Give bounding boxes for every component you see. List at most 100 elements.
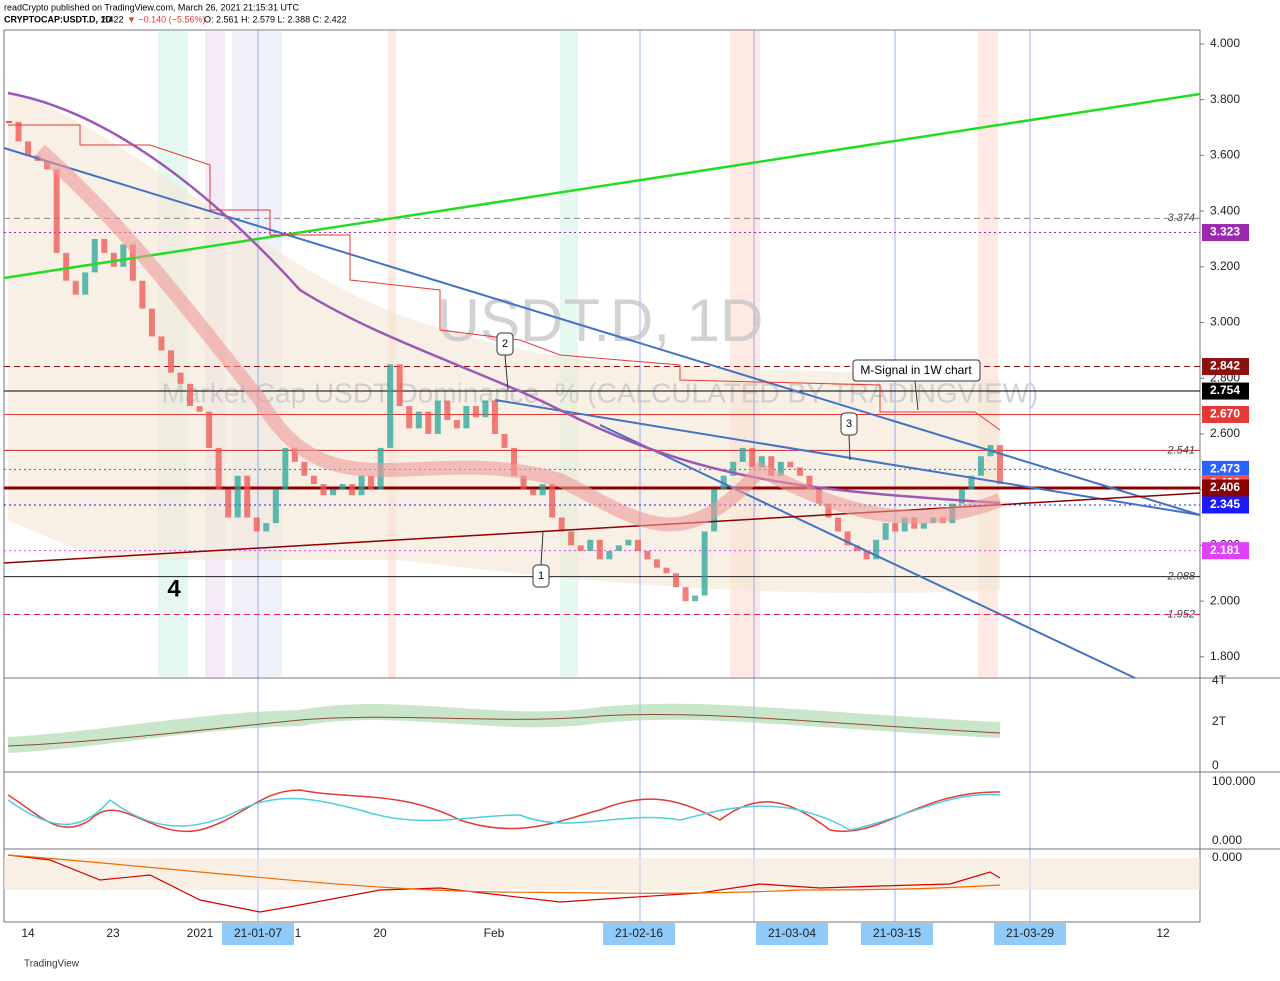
x-tick-label: 14 xyxy=(21,926,35,940)
annotation: 1 xyxy=(538,570,544,582)
candle-body xyxy=(653,559,660,568)
candle-body xyxy=(768,456,775,476)
candle-body xyxy=(920,523,927,529)
price-tag xyxy=(1202,224,1249,242)
candle-body xyxy=(291,447,298,462)
y-tick-label: 3.800 xyxy=(1210,92,1240,106)
price-tag xyxy=(1202,542,1249,560)
candle-body xyxy=(425,411,432,434)
candle-body xyxy=(549,484,556,518)
candle-body xyxy=(196,406,203,412)
candle-body xyxy=(501,433,508,448)
price-tag xyxy=(1202,358,1249,376)
candle-body xyxy=(387,364,394,448)
candle-body xyxy=(615,545,622,551)
candle-body xyxy=(72,280,79,295)
candle-body xyxy=(463,406,470,429)
candle-body xyxy=(520,475,527,490)
y-tick-label: 3.600 xyxy=(1210,148,1240,162)
panel-tick-label: 0 xyxy=(1212,758,1219,772)
candle-body xyxy=(6,120,12,123)
price-level-label: 3.374 xyxy=(1167,212,1195,224)
candle-body xyxy=(415,411,422,429)
candle-body xyxy=(25,141,32,156)
frame xyxy=(3,29,1280,923)
callouts xyxy=(496,332,981,588)
candle-body xyxy=(234,475,241,518)
candle-body xyxy=(263,523,270,532)
candle-body xyxy=(187,383,194,407)
candle-body xyxy=(320,484,327,496)
candle-body xyxy=(625,539,632,546)
candle-body xyxy=(82,272,89,295)
candle-body xyxy=(472,406,479,418)
x-tick-label: Feb xyxy=(484,926,505,940)
y-tick-label: 3.200 xyxy=(1210,259,1240,273)
panel-tick-label: 2T xyxy=(1212,714,1227,728)
candle-body xyxy=(835,517,842,532)
candle-body xyxy=(253,517,260,532)
candle-body xyxy=(482,400,489,418)
candle-body xyxy=(673,573,680,588)
candle-body xyxy=(606,550,613,560)
annotation: 3 xyxy=(846,418,852,430)
candle-body xyxy=(892,523,899,532)
candle-body xyxy=(120,244,127,267)
candle-body xyxy=(749,447,756,468)
price-tag-label: 2.181 xyxy=(1210,543,1240,557)
y-tick-label: 1.800 xyxy=(1210,649,1240,663)
candle-body xyxy=(139,280,146,309)
watermark: USDT.D, 1D xyxy=(437,287,764,354)
candle-body xyxy=(110,252,117,267)
x-tick-label: 2021 xyxy=(187,926,214,940)
candle-body xyxy=(244,475,251,518)
candle-body xyxy=(577,545,584,551)
candle-body xyxy=(158,336,165,351)
y-tick-label: 3.000 xyxy=(1210,315,1240,329)
candle-body xyxy=(129,244,136,281)
x-tick-label: 21-03-29 xyxy=(1006,926,1054,940)
candle-body xyxy=(329,489,336,496)
x-tick-label: 21-03-04 xyxy=(768,926,816,940)
candle-body xyxy=(91,238,98,273)
x-tick-label: 21-01-07 xyxy=(234,926,282,940)
x-tick-highlight xyxy=(994,923,1066,945)
candle-body xyxy=(339,484,346,490)
y-tick-label: 4.000 xyxy=(1210,36,1240,50)
axes: 4.0003.8003.6003.4003.2003.0002.8002.600… xyxy=(21,36,1256,945)
candle-body xyxy=(396,364,403,407)
candle-body xyxy=(15,121,22,142)
panel-tick-label: 4T xyxy=(1212,673,1227,687)
candle-body xyxy=(663,567,670,574)
candle-body xyxy=(358,475,365,496)
candle-body xyxy=(968,475,975,490)
price-tag xyxy=(1202,405,1249,423)
candle-body xyxy=(215,447,222,490)
candle-body xyxy=(444,400,451,421)
ohlc: O: 2.561 H: 2.579 L: 2.388 C: 2.422 xyxy=(204,14,347,24)
candle-body xyxy=(349,484,356,496)
footer: TradingView xyxy=(24,959,80,970)
x-tick-highlight xyxy=(756,923,828,945)
price-tag xyxy=(1202,460,1249,478)
price-tag xyxy=(1202,496,1249,514)
candle-body xyxy=(63,252,70,281)
candle-body xyxy=(644,550,651,560)
cloud-band xyxy=(8,92,1000,594)
indicator-panels xyxy=(4,703,1200,913)
panel-tick-label: 0.000 xyxy=(1212,833,1242,847)
candle-body xyxy=(53,169,60,253)
x-tick-label: 21-02-16 xyxy=(615,926,663,940)
x-tick-label: 1 xyxy=(295,926,302,940)
price-tag xyxy=(1202,479,1249,497)
price-tag-label: 2.345 xyxy=(1210,497,1240,511)
candle-body xyxy=(873,539,880,560)
candle-body xyxy=(558,517,565,532)
candle-body xyxy=(530,489,537,496)
x-tick-label: 12 xyxy=(1156,926,1170,940)
x-tick-label: 21-03-15 xyxy=(873,926,921,940)
candle-body xyxy=(491,400,498,434)
panel-tick-label: 100.000 xyxy=(1212,774,1256,788)
